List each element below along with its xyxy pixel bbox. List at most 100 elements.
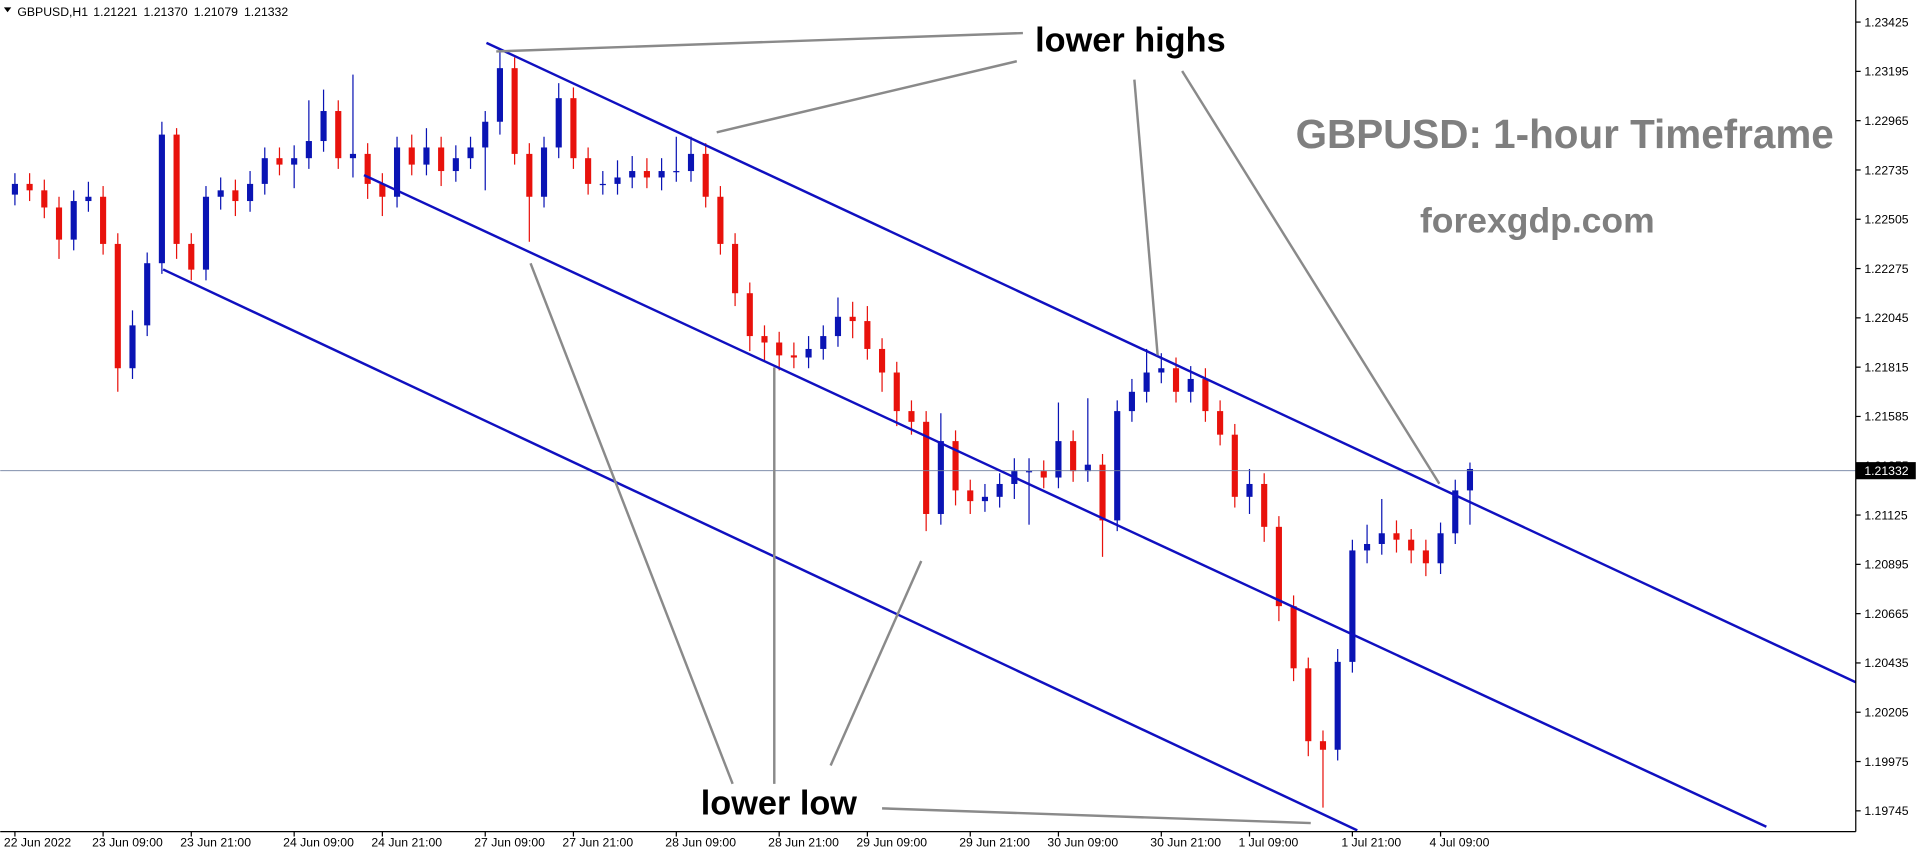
candle-body (717, 196, 724, 244)
candle-body (335, 111, 342, 159)
candle-body (585, 158, 592, 184)
candle-body (746, 293, 753, 337)
candle-body (511, 68, 518, 154)
candle-body (952, 441, 959, 491)
candle-body (981, 496, 989, 502)
candle-body (1055, 441, 1062, 478)
candle-body (555, 98, 562, 148)
y-tick-label: 1.22505 (1864, 213, 1908, 227)
candle-body (1187, 378, 1194, 392)
candle-body (261, 158, 268, 184)
header-price: 1.21370 (144, 5, 188, 19)
candle-body (673, 171, 680, 173)
y-tick-label: 1.19745 (1864, 804, 1908, 818)
x-tick-label: 28 Jun 21:00 (768, 835, 839, 849)
x-tick-label: 23 Jun 09:00 (92, 835, 163, 849)
x-tick-label: 24 Jun 21:00 (371, 835, 442, 849)
y-tick-label: 1.20665 (1864, 607, 1908, 621)
candle-body (1070, 441, 1077, 472)
candle-body (923, 421, 930, 514)
candle-body (1217, 411, 1224, 435)
candle-body (438, 147, 445, 172)
candle-body (1466, 468, 1474, 491)
channel-line (162, 268, 1358, 832)
annotation: lower highs (1035, 21, 1225, 59)
x-tick-label: 30 Jun 09:00 (1047, 835, 1118, 849)
candle-body (144, 263, 151, 326)
candle-body (100, 196, 107, 244)
x-tick-label: 4 Jul 09:00 (1430, 835, 1490, 849)
y-tick-label: 1.23425 (1864, 15, 1908, 29)
candle-body (1378, 533, 1385, 544)
candle-body (1393, 533, 1400, 540)
header: GBPUSD,H1 1.21221 1.21370 1.21079 1.2133… (3, 5, 288, 19)
candle-body (1040, 471, 1047, 478)
candle-body (173, 134, 180, 244)
candle-body (1025, 471, 1033, 473)
candle-body (937, 441, 944, 514)
candle-body (247, 183, 254, 202)
candle-body (996, 483, 1003, 497)
candle-body (1305, 668, 1312, 742)
last-price-label: 1.21332 (1864, 464, 1908, 478)
candle-body (1349, 550, 1356, 662)
x-tick-label: 27 Jun 21:00 (562, 835, 633, 849)
pointer (829, 560, 923, 766)
y-tick-label: 1.20895 (1864, 558, 1908, 572)
x-tick-label: 27 Jun 09:00 (474, 835, 545, 849)
candle-body (1408, 539, 1415, 551)
candle-body (232, 190, 239, 202)
candle-body (70, 201, 77, 240)
candle-body (687, 153, 695, 172)
candle-body (276, 158, 283, 165)
candle-body (202, 196, 210, 270)
candle-body (349, 153, 357, 159)
candle-body (879, 348, 886, 373)
x-tick-label: 1 Jul 21:00 (1341, 835, 1401, 849)
candle-body (864, 321, 871, 349)
pointer (1181, 70, 1441, 485)
candle-body (1261, 483, 1268, 527)
header-price: 1.21079 (194, 5, 238, 19)
candle-body (217, 190, 224, 197)
pointer (496, 31, 1023, 53)
candle-body (85, 196, 92, 202)
candle-body (1114, 411, 1121, 521)
candle-body (393, 147, 401, 197)
symbol: GBPUSD,H1 (17, 5, 88, 19)
candle-body (1128, 391, 1135, 412)
candle-body (423, 147, 430, 165)
header-price: 1.21332 (244, 5, 288, 19)
candle-body (1172, 368, 1180, 392)
y-tick-label: 1.20205 (1864, 706, 1908, 720)
candle-body (496, 68, 503, 122)
y-tick-label: 1.22275 (1864, 262, 1908, 276)
candle-body (129, 325, 136, 369)
candle-body (1231, 434, 1238, 497)
candle-body (820, 336, 827, 349)
x-tick-label: 30 Jun 21:00 (1150, 835, 1221, 849)
pointer (529, 262, 734, 785)
candle-body (11, 183, 18, 195)
candle-body (1452, 490, 1459, 534)
x-tick-label: 1 Jul 09:00 (1238, 835, 1298, 849)
candle-body (291, 158, 298, 165)
y-tick-label: 1.20435 (1864, 656, 1908, 670)
pointer (716, 60, 1018, 134)
candle-body (732, 243, 739, 294)
candle-body (1319, 741, 1327, 750)
x-tick-label: 28 Jun 09:00 (665, 835, 736, 849)
chart-title: GBPUSD: 1-hour Timeframe (1296, 111, 1834, 157)
candle-body (1143, 372, 1150, 392)
candle-body (158, 134, 165, 264)
candle-body (570, 98, 577, 159)
x-tick-label: 24 Jun 09:00 (283, 835, 354, 849)
y-tick-label: 1.22965 (1864, 114, 1908, 128)
candle-body (114, 243, 121, 369)
candle-body (849, 316, 856, 322)
x-tick-label: 22 Jun 2022 (4, 835, 72, 849)
candle-body (805, 348, 812, 358)
